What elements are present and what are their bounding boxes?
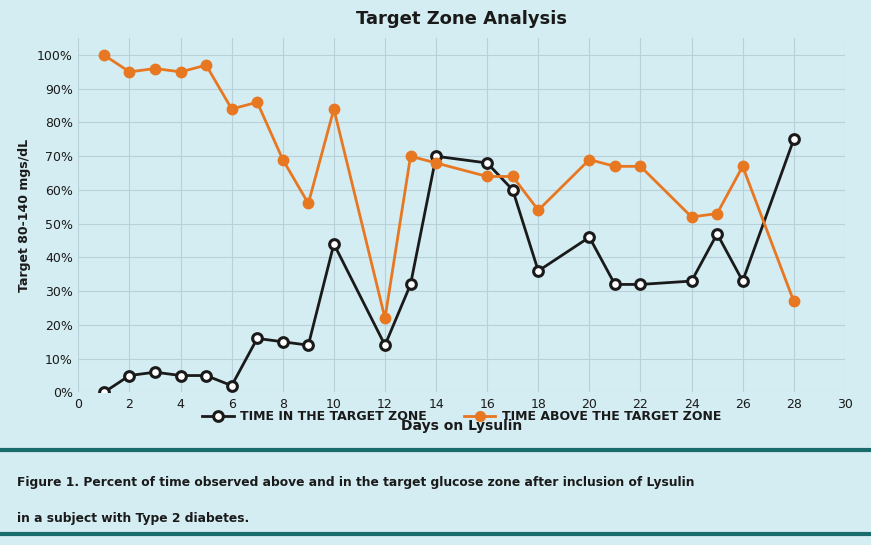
Text: Figure 1. Percent of time observed above and in the target glucose zone after in: Figure 1. Percent of time observed above… <box>17 476 695 489</box>
Y-axis label: Target 80-140 mgs/dL: Target 80-140 mgs/dL <box>18 139 31 292</box>
Text: in a subject with Type 2 diabetes.: in a subject with Type 2 diabetes. <box>17 512 250 525</box>
Legend: TIME IN THE TARGET ZONE, TIME ABOVE THE TARGET ZONE: TIME IN THE TARGET ZONE, TIME ABOVE THE … <box>198 405 726 428</box>
Title: Target Zone Analysis: Target Zone Analysis <box>356 10 567 28</box>
X-axis label: Days on Lysulin: Days on Lysulin <box>401 419 523 433</box>
